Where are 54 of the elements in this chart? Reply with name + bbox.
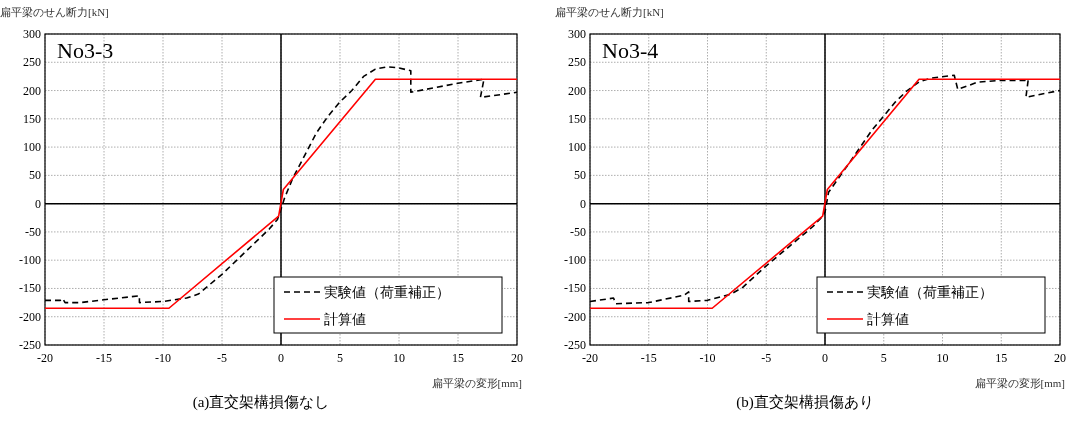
y-tick-label: 50: [574, 168, 586, 183]
x-tick-label: 15: [995, 351, 1008, 365]
y-tick-label: 50: [29, 168, 41, 183]
y-tick-label: 250: [23, 55, 41, 70]
x-tick-label: -5: [761, 351, 772, 365]
legend-label: 計算値: [867, 312, 909, 327]
y-tick-label: 150: [23, 111, 41, 126]
x-tick-label: 10: [936, 351, 949, 365]
x-tick-label: -15: [96, 351, 112, 365]
y-tick-label: -250: [19, 338, 41, 352]
chart-title: No3-4: [602, 38, 659, 63]
y-tick-label: 250: [568, 55, 586, 70]
x-tick-label: 10: [393, 351, 405, 365]
x-axis-title: 扁平梁の変形[mm]: [431, 377, 522, 389]
y-tick-label: 300: [568, 27, 586, 41]
x-tick-label: 0: [278, 351, 284, 365]
x-tick-label: -10: [155, 351, 171, 365]
x-axis-title: 扁平梁の変形[mm]: [974, 377, 1065, 389]
y-tick-label: 0: [35, 196, 41, 211]
y-tick-label: 150: [568, 111, 586, 126]
x-tick-label: -20: [37, 351, 53, 365]
x-tick-label: 15: [452, 351, 464, 365]
y-tick-label: 100: [23, 140, 41, 155]
x-tick-label: 0: [822, 351, 828, 365]
legend-label: 計算値: [324, 312, 366, 327]
x-tick-label: 20: [1054, 351, 1066, 365]
x-tick-label: 5: [880, 351, 887, 365]
y-tick-label: 300: [23, 27, 41, 41]
y-tick-label: -50: [570, 224, 586, 239]
y-axis-title: 扁平梁のせん断力[kN]: [0, 6, 109, 18]
y-tick-label: -200: [19, 309, 41, 324]
x-tick-label: -5: [217, 351, 227, 365]
x-tick-label: 5: [337, 351, 343, 365]
legend-label: 実験値（荷重補正）: [867, 285, 993, 300]
y-tick-label: -250: [564, 338, 586, 352]
y-tick-label: -100: [19, 253, 41, 268]
y-tick-label: 200: [568, 83, 586, 98]
text: (b)直交架構損傷あり: [736, 394, 874, 411]
legend-label: 実験値（荷重補正）: [324, 285, 450, 300]
y-tick-label: -100: [564, 253, 586, 268]
y-tick-label: -150: [19, 281, 41, 296]
x-tick-label: -10: [699, 351, 716, 365]
y-tick-label: 0: [580, 196, 586, 211]
y-tick-label: 100: [568, 140, 586, 155]
y-axis-title: 扁平梁のせん断力[kN]: [555, 6, 664, 18]
y-tick-label: 200: [23, 83, 41, 98]
x-tick-label: -15: [640, 351, 657, 365]
y-tick-label: -200: [564, 309, 586, 324]
y-tick-label: -150: [564, 281, 586, 296]
y-tick-label: -50: [25, 224, 41, 239]
x-tick-label: 20: [511, 351, 523, 365]
x-tick-label: -20: [582, 351, 598, 365]
text: (a)直交架構損傷なし: [192, 394, 330, 411]
chart-title: No3-3: [57, 38, 114, 63]
